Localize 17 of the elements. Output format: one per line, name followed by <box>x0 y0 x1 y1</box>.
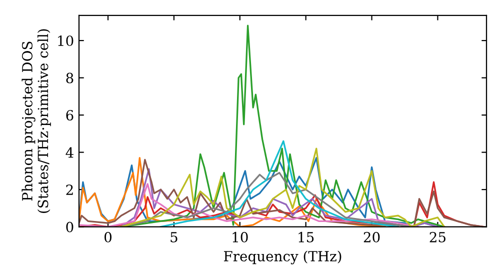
x-tick-label: 10 <box>232 232 248 242</box>
x-tick-label: 15 <box>298 232 314 242</box>
y-tick-label: 4 <box>66 147 74 158</box>
y-tick-label: 2 <box>66 184 73 195</box>
line-series <box>79 183 419 227</box>
y-tick-label: 8 <box>66 72 74 84</box>
y-tick-label: 10 <box>58 36 74 46</box>
x-tick-label: 0 <box>104 232 112 242</box>
line-series <box>120 148 446 227</box>
y-tick-label: 6 <box>66 110 74 121</box>
y-tick-label: 0 <box>66 222 74 232</box>
line-series <box>160 140 399 227</box>
x-tick-label: 25 <box>430 232 446 242</box>
x-axis-title: Frequency (THz) <box>224 250 342 264</box>
y-axis-title: Phonon projected DOS (States/THz·primitive cell) <box>22 29 51 213</box>
x-tick-label: 5 <box>170 232 178 242</box>
x-tick-label: 20 <box>364 232 380 242</box>
